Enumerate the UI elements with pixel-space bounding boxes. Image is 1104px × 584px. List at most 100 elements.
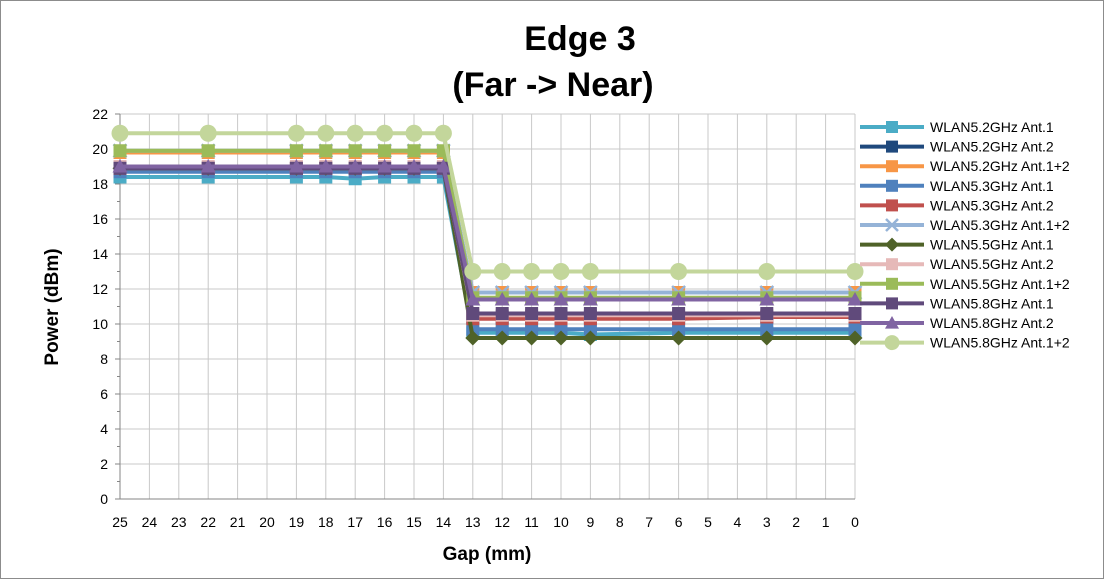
data-point xyxy=(346,124,364,142)
series-12 xyxy=(111,124,864,280)
y-tick-label: 2 xyxy=(100,456,108,472)
data-point xyxy=(495,307,509,320)
legend-entry: WLAN5.5GHz Ant.2 xyxy=(860,256,1054,272)
legend-label: WLAN5.3GHz Ant.1+2 xyxy=(930,217,1070,233)
x-tick-label: 3 xyxy=(763,514,771,530)
data-point xyxy=(318,159,334,173)
data-point xyxy=(583,307,597,320)
x-tick-label: 9 xyxy=(587,514,595,530)
legend-marker xyxy=(886,121,898,133)
data-point xyxy=(494,292,510,306)
data-point xyxy=(671,330,687,346)
data-point xyxy=(758,263,776,280)
data-point xyxy=(760,322,774,336)
x-tick-label: 21 xyxy=(230,514,246,530)
chart-subtitle: (Far -> Near) xyxy=(452,66,653,104)
y-tick-label: 0 xyxy=(100,491,108,507)
legend-entry: WLAN5.3GHz Ant.1+2 xyxy=(860,217,1070,233)
x-tick-label: 16 xyxy=(377,514,393,530)
data-point xyxy=(405,124,423,142)
legend-label: WLAN5.3GHz Ant.2 xyxy=(930,197,1054,213)
legend-entry: WLAN5.8GHz Ant.1+2 xyxy=(860,335,1070,351)
x-tick-label: 0 xyxy=(851,514,859,530)
data-point xyxy=(552,263,570,280)
legend-entry: WLAN5.8GHz Ant.1 xyxy=(860,295,1054,311)
data-point xyxy=(848,307,862,320)
data-point xyxy=(287,124,305,142)
data-point xyxy=(465,330,481,346)
x-tick-label: 20 xyxy=(259,514,275,530)
data-point xyxy=(319,144,333,158)
x-tick-label: 17 xyxy=(347,514,363,530)
data-point xyxy=(288,159,304,173)
data-point xyxy=(377,159,393,173)
data-point xyxy=(407,144,421,158)
x-tick-label: 5 xyxy=(704,514,712,530)
data-point xyxy=(670,263,688,280)
data-point xyxy=(348,144,362,158)
legend-entry: WLAN5.8GHz Ant.2 xyxy=(860,315,1054,331)
x-axis-title: Gap (mm) xyxy=(443,544,532,565)
legend-entry: WLAN5.2GHz Ant.1 xyxy=(860,119,1054,135)
x-tick-label: 1 xyxy=(822,514,830,530)
legend-label: WLAN5.2GHz Ant.2 xyxy=(930,139,1054,155)
y-tick-label: 8 xyxy=(100,351,108,367)
legend-marker xyxy=(886,140,898,153)
data-point xyxy=(554,307,568,320)
data-point xyxy=(111,124,129,142)
legend-marker xyxy=(886,199,898,212)
data-point xyxy=(554,322,568,336)
data-point xyxy=(113,144,127,158)
legend-entry: WLAN5.2GHz Ant.2 xyxy=(860,139,1054,155)
y-tick-label: 16 xyxy=(92,211,108,227)
data-point xyxy=(847,292,863,306)
y-tick-label: 14 xyxy=(92,246,108,262)
data-point xyxy=(317,124,335,142)
y-tick-label: 10 xyxy=(92,316,108,332)
data-point xyxy=(112,159,128,173)
data-point xyxy=(289,144,303,158)
y-tick-label: 22 xyxy=(92,106,108,122)
legend: WLAN5.2GHz Ant.1 WLAN5.2GHz Ant.2 WLAN5.2G… xyxy=(860,119,1070,351)
legend-marker xyxy=(886,179,898,192)
legend-label: WLAN5.2GHz Ant.1 xyxy=(930,119,1054,135)
data-point xyxy=(672,322,686,336)
data-point xyxy=(759,292,775,306)
data-point xyxy=(524,292,540,306)
y-axis-title: Power (dBm) xyxy=(42,248,63,365)
legend-marker xyxy=(886,160,898,173)
data-point xyxy=(494,330,510,346)
data-point xyxy=(672,307,686,320)
x-tick-label: 14 xyxy=(436,514,452,530)
data-point xyxy=(583,322,597,336)
legend-marker xyxy=(885,237,899,252)
x-tick-label: 13 xyxy=(465,514,481,530)
data-point xyxy=(846,263,864,280)
data-point xyxy=(347,159,363,173)
x-tick-label: 2 xyxy=(792,514,800,530)
data-point xyxy=(553,292,569,306)
data-point xyxy=(495,322,509,336)
y-tick-label: 4 xyxy=(100,421,108,437)
x-tick-label: 18 xyxy=(318,514,334,530)
data-point xyxy=(847,330,863,346)
y-tick-label: 18 xyxy=(92,176,108,192)
x-tick-label: 11 xyxy=(524,514,539,530)
data-point xyxy=(581,263,599,280)
x-tick-label: 6 xyxy=(675,514,683,530)
data-point xyxy=(406,159,422,173)
legend-marker xyxy=(886,277,898,290)
series-line xyxy=(120,131,855,274)
x-tick-label: 24 xyxy=(142,514,158,530)
data-point xyxy=(582,330,598,346)
x-tick-label: 8 xyxy=(616,514,624,530)
legend-label: WLAN5.3GHz Ant.1 xyxy=(930,178,1054,194)
data-point xyxy=(760,307,774,320)
data-point xyxy=(671,292,687,306)
legend-entry: WLAN5.3GHz Ant.2 xyxy=(860,197,1054,213)
legend-entry: WLAN5.5GHz Ant.1+2 xyxy=(860,276,1070,292)
series-line xyxy=(120,164,855,302)
legend-entry: WLAN5.3GHz Ant.1 xyxy=(860,178,1054,194)
